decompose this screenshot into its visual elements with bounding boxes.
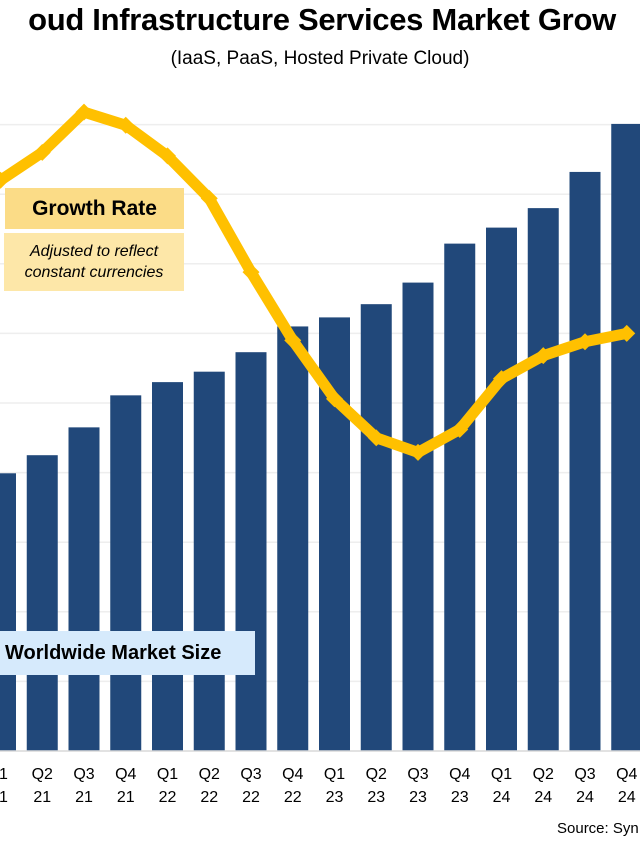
legend-market-size: Worldwide Market Size bbox=[0, 631, 255, 675]
bar-market-size bbox=[569, 171, 601, 752]
x-tick-year: 23 bbox=[409, 789, 427, 806]
growth-rate-line bbox=[0, 106, 628, 458]
legend-market-size-label: Worldwide Market Size bbox=[5, 641, 222, 664]
x-tick-year: 21 bbox=[33, 789, 52, 806]
growth-rate-point bbox=[367, 429, 385, 447]
bar-market-size bbox=[152, 382, 183, 751]
growth-rate-point bbox=[326, 390, 343, 408]
x-tick-quarter: 1 bbox=[0, 766, 8, 783]
chart-title: oud Infrastructure Services Market Grow bbox=[28, 2, 616, 37]
x-tick-label: Q1 24 bbox=[482, 763, 522, 809]
growth-rate-point bbox=[493, 370, 510, 388]
growth-rate-point bbox=[284, 331, 302, 349]
x-tick-quarter: Q2 bbox=[365, 766, 387, 783]
bar-market-size bbox=[444, 243, 476, 751]
x-tick-year: 23 bbox=[325, 789, 344, 806]
growth-rate-point bbox=[618, 324, 636, 342]
x-tick-label: Q2 22 bbox=[189, 763, 229, 809]
x-tick-year: 24 bbox=[492, 789, 511, 806]
bar-market-size bbox=[360, 304, 392, 751]
x-tick-quarter: Q4 bbox=[616, 766, 638, 783]
x-tick-quarter: Q3 bbox=[574, 766, 596, 783]
x-tick-label: Q3 23 bbox=[398, 763, 438, 809]
x-tick-label: Q2 24 bbox=[523, 763, 563, 809]
x-tick-quarter: Q3 bbox=[73, 766, 95, 783]
x-tick-year: 1 bbox=[0, 789, 8, 806]
growth-rate-point bbox=[200, 189, 218, 207]
legend-growth-rate: Growth Rate bbox=[5, 188, 184, 229]
legend-note-line-1: Adjusted to reflect bbox=[29, 243, 159, 260]
market-size-bars bbox=[0, 123, 640, 752]
bar-market-size bbox=[486, 227, 517, 751]
growth-rate-point bbox=[451, 420, 469, 438]
x-tick-year: 24 bbox=[617, 789, 636, 806]
bar-market-size bbox=[277, 326, 309, 751]
bar-market-size bbox=[611, 123, 640, 752]
x-tick-label: Q1 22 bbox=[148, 763, 188, 809]
growth-rate-series bbox=[0, 103, 636, 461]
x-tick-label: Q2 21 bbox=[22, 763, 62, 809]
bar-market-size bbox=[527, 208, 559, 751]
x-tick-label: Q3 21 bbox=[64, 763, 104, 809]
bar-market-size bbox=[0, 473, 16, 751]
x-tick-year: 23 bbox=[367, 789, 386, 806]
bar-market-size bbox=[235, 352, 267, 751]
x-tick-year: 23 bbox=[450, 789, 469, 806]
x-tick-quarter: Q2 bbox=[31, 766, 53, 783]
bar-market-size bbox=[193, 371, 225, 751]
x-tick-quarter: Q2 bbox=[198, 766, 220, 783]
bar-market-size bbox=[110, 395, 142, 751]
x-tick-year: 24 bbox=[534, 789, 553, 806]
growth-rate-point bbox=[117, 116, 135, 134]
x-tick-label: Q1 23 bbox=[315, 763, 355, 809]
bar-market-size bbox=[26, 455, 58, 751]
growth-rate-point bbox=[576, 333, 594, 351]
x-tick-label: Q4 22 bbox=[273, 763, 313, 809]
x-tick-year: 22 bbox=[283, 789, 302, 806]
x-tick-quarter: Q3 bbox=[407, 766, 429, 783]
growth-rate-point bbox=[75, 103, 93, 121]
legend-growth-note: Adjusted to reflect constant currencies bbox=[4, 233, 184, 291]
x-tick-quarter: Q3 bbox=[240, 766, 262, 783]
x-tick-year: 21 bbox=[116, 789, 135, 806]
legend-growth-rate-label: Growth Rate bbox=[32, 196, 157, 220]
growth-rate-point bbox=[409, 443, 427, 461]
x-tick-label: Q4 21 bbox=[106, 763, 146, 809]
x-tick-year: 22 bbox=[200, 789, 219, 806]
x-tick-label: Q3 24 bbox=[565, 763, 605, 809]
x-tick-label: Q4 24 bbox=[607, 763, 640, 809]
bar-market-size bbox=[402, 282, 434, 751]
x-tick-quarter: Q2 bbox=[532, 766, 554, 783]
x-tick-quarter: Q4 bbox=[115, 766, 137, 783]
x-tick-quarter: Q4 bbox=[449, 766, 471, 783]
x-tick-label: Q3 22 bbox=[231, 763, 271, 809]
growth-rate-point bbox=[159, 147, 176, 165]
x-tick-quarter: Q4 bbox=[282, 766, 304, 783]
source-note: Source: Syn bbox=[557, 820, 639, 837]
x-tick-year: 21 bbox=[75, 789, 93, 806]
growth-rate-point bbox=[242, 263, 260, 281]
x-tick-year: 22 bbox=[158, 789, 177, 806]
chart-subtitle: (IaaS, PaaS, Hosted Private Cloud) bbox=[170, 48, 470, 69]
x-tick-label: Q2 23 bbox=[356, 763, 396, 809]
bar-market-size bbox=[68, 427, 100, 751]
growth-rate-point bbox=[534, 347, 552, 365]
x-tick-quarter: Q1 bbox=[490, 766, 513, 783]
x-tick-year: 22 bbox=[242, 789, 260, 806]
x-tick-quarter: Q1 bbox=[156, 766, 179, 783]
x-tick-quarter: Q1 bbox=[323, 766, 346, 783]
legend-note-line-2: constant currencies bbox=[24, 264, 164, 281]
x-tick-year: 24 bbox=[576, 789, 594, 806]
x-tick-label: Q4 23 bbox=[440, 763, 480, 809]
